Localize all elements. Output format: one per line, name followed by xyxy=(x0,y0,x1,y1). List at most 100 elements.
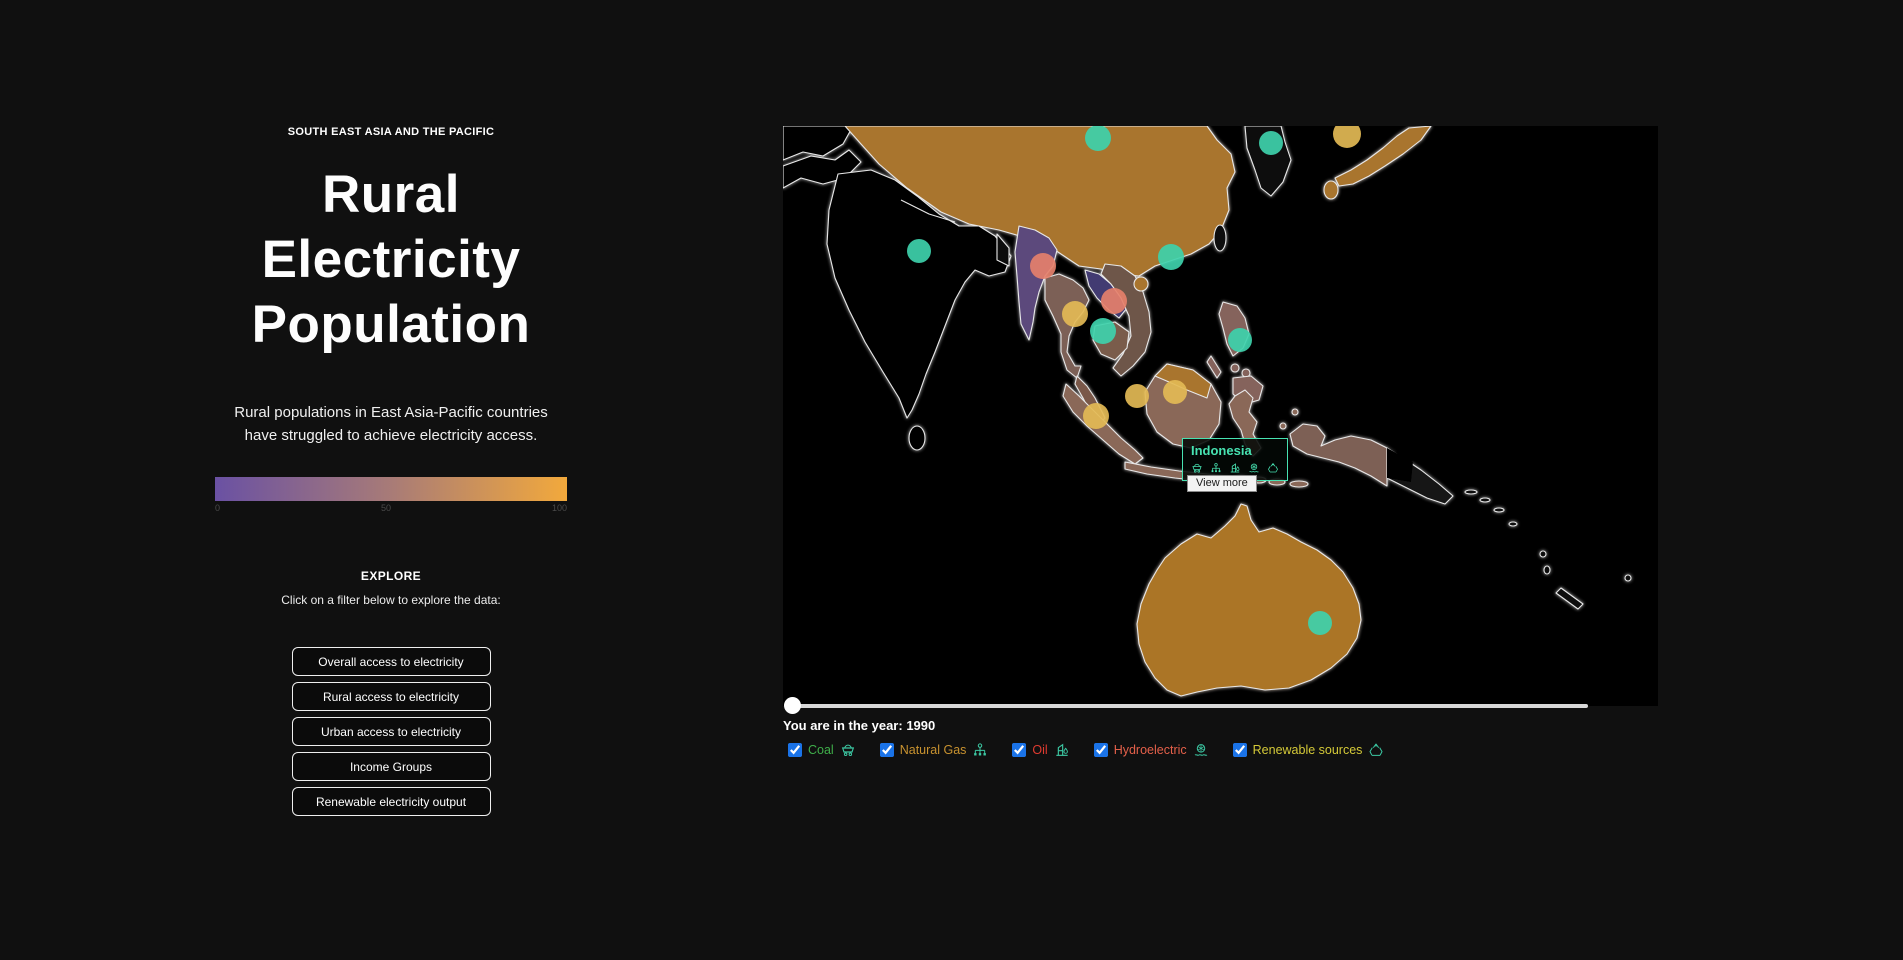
island-new-caledonia[interactable] xyxy=(1555,587,1584,610)
marker-south-china[interactable] xyxy=(1158,244,1184,270)
filter-coal-label: Coal xyxy=(808,743,834,757)
island-solomon3[interactable] xyxy=(1508,521,1518,527)
tooltip-country-name: Indonesia xyxy=(1191,443,1252,458)
energy-filters-row: Coal Natural Gas Oil Hydroelectric Renew… xyxy=(788,742,1384,758)
filter-natural-gas-checkbox[interactable] xyxy=(879,743,894,757)
filter-renewable-sources-checkbox[interactable] xyxy=(1232,743,1247,757)
marker-borneo[interactable] xyxy=(1163,380,1187,404)
page-title-line2: Electricity xyxy=(261,230,521,289)
natural-gas-icon xyxy=(972,742,988,758)
color-legend: 0 50 100 xyxy=(215,477,567,513)
subtitle-line1: Rural populations in East Asia-Pacific c… xyxy=(234,404,548,421)
filter-natural-gas-label: Natural Gas xyxy=(899,743,967,757)
filter-hydroelectric-checkbox[interactable] xyxy=(1093,743,1108,757)
oil-icon xyxy=(1054,742,1070,758)
explore-button-income-groups[interactable]: Income Groups xyxy=(291,752,491,781)
legend-tick-min: 0 xyxy=(215,503,221,513)
year-value: 1990 xyxy=(906,718,936,733)
coal-icon xyxy=(840,742,856,758)
marker-india[interactable] xyxy=(907,239,931,263)
filter-hydroelectric: Hydroelectric xyxy=(1093,742,1209,758)
filter-coal-checkbox[interactable] xyxy=(788,743,802,757)
year-label-prefix: You are in the year: xyxy=(783,718,903,733)
island-moluccas2[interactable] xyxy=(1291,408,1299,416)
filter-oil: Oil xyxy=(1012,742,1069,758)
sidebar: SOUTH EAST ASIA AND THE PACIFIC Rural El… xyxy=(179,126,603,816)
country-malaysia-borneo[interactable] xyxy=(1154,363,1212,399)
map-markers xyxy=(907,126,1361,635)
legend-ticks: 0 50 100 xyxy=(215,503,567,513)
island-moluccas1[interactable] xyxy=(1279,422,1287,430)
marker-japan[interactable] xyxy=(1333,126,1361,148)
filter-renewable-sources-label: Renewable sources xyxy=(1252,743,1363,757)
marker-thailand[interactable] xyxy=(1062,301,1088,327)
island-vanuatu2[interactable] xyxy=(1543,565,1551,575)
country-hainan[interactable] xyxy=(1133,276,1149,292)
page-title: Rural Electricity Population xyxy=(179,162,603,357)
year-slider-track[interactable] xyxy=(791,704,1588,708)
explore-button-renewable-electricity-output[interactable]: Renewable electricity output xyxy=(291,787,491,816)
country-australia[interactable] xyxy=(1136,503,1362,697)
explore-buttons: Overall access to electricity Rural acce… xyxy=(179,647,603,816)
filter-coal: Coal xyxy=(788,742,856,758)
island-fiji[interactable] xyxy=(1624,574,1632,582)
island-solomon2[interactable] xyxy=(1493,507,1505,513)
marker-myanmar[interactable] xyxy=(1030,253,1056,279)
island-timor[interactable] xyxy=(1289,480,1309,488)
page-title-line3: Population xyxy=(251,295,531,354)
country-bangladesh[interactable] xyxy=(996,233,1010,267)
island-new-britain[interactable] xyxy=(1464,489,1478,495)
legend-tick-max: 100 xyxy=(551,503,567,513)
explore-button-rural-access-to-electricity[interactable]: Rural access to electricity xyxy=(291,682,491,711)
hydroelectric-icon xyxy=(1248,462,1260,474)
oil-icon xyxy=(1229,462,1241,474)
legend-tick-mid: 50 xyxy=(380,503,391,513)
renewable-sources-icon xyxy=(1368,742,1384,758)
page-title-line1: Rural xyxy=(322,165,460,224)
filter-oil-checkbox[interactable] xyxy=(1012,743,1027,757)
legend-gradient-bar xyxy=(215,477,567,501)
filter-renewable-sources: Renewable sources xyxy=(1232,742,1385,758)
country-sri-lanka[interactable] xyxy=(908,425,926,451)
coal-icon xyxy=(1191,462,1203,474)
marker-malay-peninsula[interactable] xyxy=(1083,403,1109,429)
country-central-asia[interactable] xyxy=(783,126,854,161)
view-more-button[interactable]: View more xyxy=(1187,475,1257,492)
country-thailand[interactable] xyxy=(1044,273,1090,379)
year-slider[interactable] xyxy=(783,697,1588,715)
filter-natural-gas: Natural Gas xyxy=(879,742,989,758)
marker-south-korea[interactable] xyxy=(1259,131,1283,155)
explore-button-urban-access-to-electricity[interactable]: Urban access to electricity xyxy=(291,717,491,746)
year-label: You are in the year: 1990 xyxy=(783,718,935,733)
map-container: Indonesia View more xyxy=(783,126,1658,706)
subtitle-line2: have struggled to achieve electricity ac… xyxy=(244,427,538,444)
marker-malaysia[interactable] xyxy=(1125,384,1149,408)
explore-instruction: Click on a filter below to explore the d… xyxy=(281,593,501,607)
country-japan-kyushu[interactable] xyxy=(1323,180,1339,200)
island-vanuatu1[interactable] xyxy=(1539,550,1547,558)
explore-heading: EXPLORE xyxy=(360,569,422,583)
country-china[interactable] xyxy=(844,126,1236,277)
subtitle: Rural populations in East Asia-Pacific c… xyxy=(179,401,603,447)
marker-cambodia-vietnam[interactable] xyxy=(1090,318,1116,344)
natural-gas-icon xyxy=(1210,462,1222,474)
country-philippines-visayas[interactable] xyxy=(1230,363,1240,373)
marker-laos[interactable] xyxy=(1101,288,1127,314)
region-kicker: SOUTH EAST ASIA AND THE PACIFIC xyxy=(287,126,495,138)
country-tooltip: Indonesia xyxy=(1182,438,1288,481)
country-papua-new-guinea-patch xyxy=(1387,448,1413,482)
marker-australia[interactable] xyxy=(1308,611,1332,635)
renewable-sources-icon xyxy=(1267,462,1279,474)
asia-pacific-map xyxy=(783,126,1658,706)
filter-oil-label: Oil xyxy=(1032,743,1048,757)
marker-north-china[interactable] xyxy=(1085,126,1111,151)
country-philippines-palawan[interactable] xyxy=(1206,355,1222,379)
year-slider-handle[interactable] xyxy=(784,697,801,714)
marker-philippines[interactable] xyxy=(1228,328,1252,352)
island-solomon1[interactable] xyxy=(1479,497,1491,503)
country-taiwan[interactable] xyxy=(1213,224,1227,252)
country-japan[interactable] xyxy=(1334,126,1432,187)
hydroelectric-icon xyxy=(1193,742,1209,758)
filter-hydroelectric-label: Hydroelectric xyxy=(1113,743,1187,757)
explore-button-overall-access-to-electricity[interactable]: Overall access to electricity xyxy=(291,647,491,676)
